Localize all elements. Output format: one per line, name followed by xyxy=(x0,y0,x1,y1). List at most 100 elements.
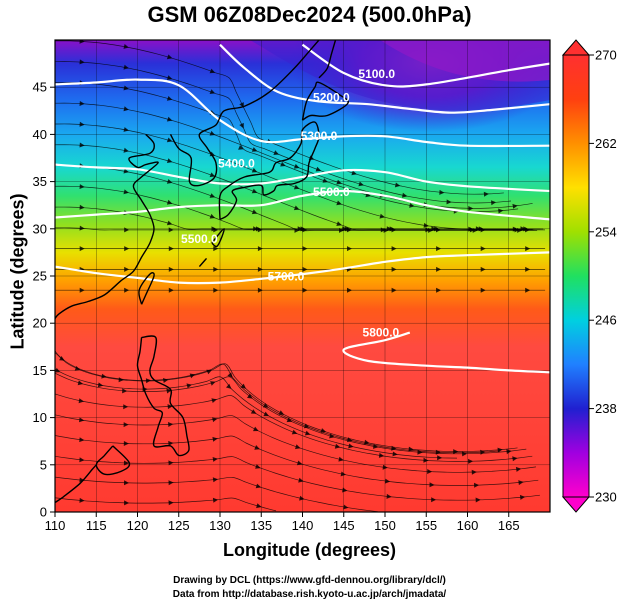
streamline-arrow xyxy=(280,161,286,167)
streamline-arrow xyxy=(512,203,518,209)
streamline-arrow xyxy=(468,226,474,232)
streamline-arrow xyxy=(123,441,129,446)
colorbar-bar xyxy=(562,54,590,498)
colorbar-tick-label: 230 xyxy=(595,490,617,505)
y-tick-label: 30 xyxy=(33,221,47,236)
streamline-arrow xyxy=(166,388,172,394)
streamline-arrow xyxy=(293,205,300,211)
streamline-arrow xyxy=(227,372,233,378)
streamline-arrow xyxy=(436,287,442,293)
streamline-arrow xyxy=(339,227,344,233)
streamline-arrow xyxy=(394,182,401,188)
streamline-arrow xyxy=(446,199,452,205)
streamline-arrow xyxy=(167,404,173,410)
streamline-arrow xyxy=(166,158,173,163)
y-tick-label: 5 xyxy=(40,457,47,472)
streamline-arrow xyxy=(79,437,85,443)
coastline-segment xyxy=(95,445,131,476)
streamline-arrow xyxy=(338,456,344,462)
streamline-arrow xyxy=(391,445,397,451)
chart-title: GSM 06Z08Dec2024 (500.0hPa) xyxy=(147,2,472,27)
streamline-arrow xyxy=(212,457,218,462)
streamline-arrow xyxy=(247,393,253,399)
streamline-arrow xyxy=(166,199,173,205)
streamline xyxy=(55,165,538,232)
streamline-arrow xyxy=(294,227,300,233)
colorbar-bottom-arrow xyxy=(561,496,591,513)
streamline-arrow xyxy=(79,204,85,210)
streamline-arrow xyxy=(123,64,129,70)
streamline-arrow xyxy=(423,457,429,463)
streamline-arrow xyxy=(518,480,524,486)
streamline-arrow xyxy=(79,142,85,148)
coastline-segment xyxy=(211,228,225,248)
streamline xyxy=(55,144,535,231)
x-tick-label: 120 xyxy=(127,518,149,533)
streamline-arrow xyxy=(256,503,262,509)
streamline-arrow xyxy=(480,287,486,293)
streamline-arrow xyxy=(431,497,437,503)
streamline-arrow xyxy=(189,373,196,379)
streamline-arrow xyxy=(166,96,173,101)
streamline-arrow xyxy=(302,287,308,293)
streamline-arrow xyxy=(212,417,218,423)
streamline-arrow xyxy=(226,383,232,389)
streamline-arrow xyxy=(263,411,269,417)
streamline-arrow xyxy=(77,380,84,386)
streamline-arrow xyxy=(343,504,349,510)
streamline-arrow xyxy=(468,206,474,211)
streamline-arrow xyxy=(124,266,130,272)
streamline-arrow xyxy=(251,209,258,215)
streamline-arrow xyxy=(347,287,352,293)
streamline-arrow xyxy=(257,266,263,272)
contour-5300.0 xyxy=(55,78,550,148)
streamline-arrow xyxy=(79,497,85,503)
streamline-arrow xyxy=(168,287,174,293)
streamline-arrow xyxy=(97,382,104,388)
streamline-arrow xyxy=(391,266,397,272)
streamline-arrow xyxy=(124,500,130,506)
streamline-arrow xyxy=(475,497,481,503)
streamline-arrow xyxy=(299,495,305,501)
streamline-arrow xyxy=(210,381,216,386)
streamline-arrow xyxy=(79,59,85,65)
streamline xyxy=(55,393,533,462)
coastline-segment xyxy=(301,81,350,121)
streamline-arrow xyxy=(213,266,219,272)
streamline-arrow xyxy=(59,356,65,361)
streamline-arrow xyxy=(122,388,128,394)
streamline-arrow xyxy=(358,181,364,187)
streamline xyxy=(55,372,527,455)
streamline-arrow xyxy=(347,437,353,443)
streamline-arrow xyxy=(471,469,477,475)
streamline-arrow xyxy=(168,266,174,272)
streamline-arrow xyxy=(166,220,173,226)
y-tick-label: 10 xyxy=(33,410,47,425)
streamline-arrow xyxy=(296,460,303,466)
colorbar-tick-label: 246 xyxy=(595,313,617,328)
streamline-arrow xyxy=(391,287,397,293)
contour-label: 5100.0 xyxy=(358,67,395,81)
coastline-segment xyxy=(55,133,159,319)
streamline xyxy=(55,123,533,230)
streamline-arrow xyxy=(209,68,216,74)
streamline-arrow xyxy=(168,422,174,427)
streamline-arrow xyxy=(409,203,415,208)
streamline-arrow xyxy=(293,184,300,190)
contour-label: 5300.0 xyxy=(301,129,338,143)
streamline-arrow xyxy=(480,266,486,272)
streamline-arrow xyxy=(209,89,216,94)
streamline-arrow xyxy=(435,449,441,455)
x-tick-label: 150 xyxy=(374,518,396,533)
y-axis-ticks: 0 5 10 15 20 25 30 35 40 45 xyxy=(33,80,55,520)
streamline-arrow xyxy=(79,40,85,44)
x-tick-label: 130 xyxy=(209,518,231,533)
credit-drawing: Drawing by DCL (https://www.gfd-dennou.o… xyxy=(173,575,446,586)
colorbar: 230 238 246 254 262 270 xyxy=(561,39,617,513)
streamline-arrow xyxy=(483,191,489,197)
streamline-arrow xyxy=(525,246,531,252)
streamline-arrow xyxy=(213,287,219,293)
streamline-arrow xyxy=(166,54,173,60)
streamline-arrow xyxy=(123,85,129,91)
